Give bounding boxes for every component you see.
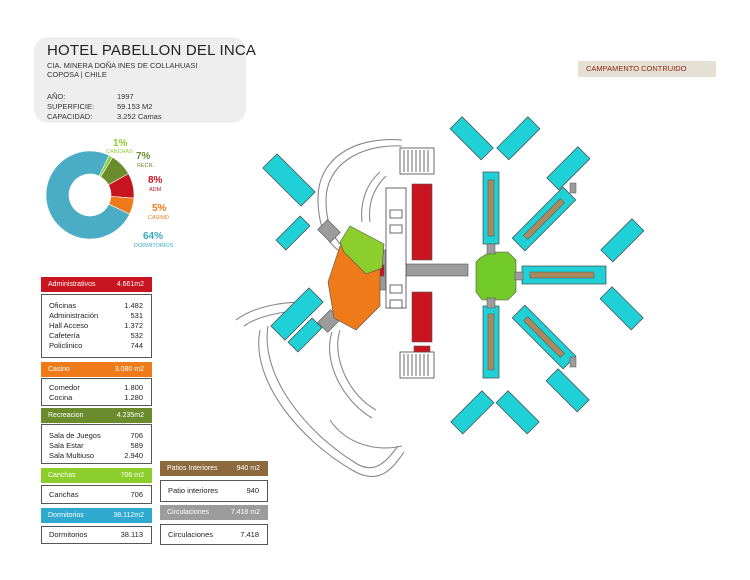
dormitorios-table: Dormitorios 38.113 [41, 526, 152, 544]
access-roads [235, 139, 405, 477]
administrativos-total: 4.661m2 [116, 281, 144, 288]
admin-block-south [411, 291, 433, 343]
wing-connectors [486, 182, 577, 368]
surface-label: SUPERFICIE: [47, 102, 95, 111]
dorm-arm-se [545, 368, 590, 413]
canchas-title: Canchas [48, 472, 76, 479]
dorm-arm-n1 [449, 116, 494, 161]
table-row: Dormitorios 38.113 [49, 530, 143, 539]
circulaciones-table: Circulaciones 7.418 [160, 524, 268, 545]
table-row: Canchas 706 [49, 490, 143, 499]
donut-slice-dormitorios [45, 150, 130, 240]
table-row: Hall Acceso 1.372 [49, 321, 143, 330]
slice-label-adm: ADM [149, 187, 162, 193]
year-label: AÑO: [47, 92, 66, 101]
recreacion-title: Recreacion [48, 412, 84, 419]
project-info-card [34, 37, 246, 123]
patios-title: Patios Interiores [167, 465, 218, 472]
service-block-north [399, 147, 435, 175]
recreation-building [339, 225, 385, 275]
dorm-wing-w1 [262, 153, 316, 207]
usage-donut-chart [45, 150, 135, 240]
table-row: Administración 531 [49, 311, 143, 320]
admin-block-north [411, 183, 433, 261]
slice-label-canchas: CANCHAS [106, 149, 133, 155]
table-row: Cocina 1.280 [49, 393, 143, 402]
slice-label-dormitorios-pct: 64% [143, 231, 164, 242]
slice-label-dormitorios: DORMITORIOS [134, 243, 174, 249]
category-tag: CAMPAMENTO CONTRUIDO [578, 61, 716, 77]
patios-total: 940 m2 [236, 465, 260, 472]
admin-annex [413, 345, 431, 353]
table-row: Cafetería 532 [49, 331, 143, 340]
table-row: Circulaciones 7.418 [168, 530, 259, 539]
dorm-arm-s2 [495, 390, 540, 435]
table-row: Policlinico 744 [49, 341, 143, 350]
casino-header: Casino 3.080 m2 [41, 362, 152, 377]
slice-label-recr: RECR. [137, 163, 155, 169]
company-name: CIA. MINERA DOÑA INES DE COLLAHUASI [47, 61, 198, 70]
patios-table: Patio interiores 940 [160, 480, 268, 502]
dorm-wing-w4 [287, 317, 323, 353]
capacity-value: 3.252 Camas [117, 112, 162, 121]
dormitorios-title: Dormitorios [48, 512, 84, 519]
slice-label-recr-pct: 7% [136, 151, 151, 162]
casino-total: 3.080 m2 [114, 366, 144, 373]
casino-table: Comedor 1.800 Cocina 1.280 [41, 378, 152, 406]
central-hub [475, 251, 517, 301]
location: COPOSA | CHILE [47, 70, 107, 79]
dorm-arm-e1 [600, 218, 645, 263]
service-block-south [399, 351, 435, 379]
table-row: Sala Estar 589 [49, 441, 143, 450]
dorm-arm-e2 [599, 286, 644, 331]
canchas-table: Canchas 706 [41, 485, 152, 504]
slice-label-canchas-pct: 1% [113, 138, 128, 149]
circulaciones-total: 7.418 m2 [230, 509, 260, 516]
surface-value: 59.153 M2 [117, 102, 153, 111]
table-row: Patio interiores 940 [168, 486, 259, 495]
administrativos-title: Administrativos [48, 281, 96, 288]
recreacion-table: Sala de Juegos 706 Sala Estar 589 Sala Mul… [41, 424, 152, 464]
project-title: HOTEL PABELLON DEL INCA [47, 42, 257, 59]
administrativos-table: Oficinas 1.482 Administración 531 Hall Acc… [41, 294, 152, 358]
casino-title: Casino [48, 366, 70, 373]
administrativos-header: Administrativos 4.661m2 [41, 277, 152, 292]
recreacion-total: 4.235m2 [116, 412, 144, 419]
dorm-wing-w2 [275, 215, 311, 251]
interior-patios [487, 179, 595, 371]
recreacion-header: Recreacion 4.235m2 [41, 408, 152, 423]
category-tag-label: CAMPAMENTO CONTRUIDO [586, 64, 687, 73]
corridor-link-nw [317, 219, 341, 243]
table-row: Oficinas 1.482 [49, 301, 143, 310]
dorm-arm-ne [546, 146, 591, 191]
capacity-label: CAPACIDAD: [47, 112, 93, 121]
year-value: 1997 [117, 92, 134, 101]
circulaciones-header: Circulaciones 7.418 m2 [160, 505, 268, 520]
slice-label-casino: CASINO [148, 215, 170, 221]
dormitorios-header: Dormitorios 38.112m2 [41, 508, 152, 523]
canchas-total: 706 m2 [120, 472, 144, 479]
dormitorios-total: 38.112m2 [113, 512, 144, 519]
dorm-wing-w3 [270, 287, 324, 341]
patios-header: Patios Interiores 940 m2 [160, 461, 268, 476]
table-row: Sala de Juegos 706 [49, 431, 143, 440]
slice-label-adm-pct: 8% [148, 175, 163, 186]
table-row: Comedor 1.800 [49, 383, 143, 392]
dorm-arm-s1 [450, 390, 495, 435]
dorm-arm-n2 [496, 116, 541, 161]
table-row: Sala Multiuso 2.940 [49, 451, 143, 460]
service-buildings [385, 147, 435, 379]
canchas-header: Canchas 706 m2 [41, 468, 152, 483]
circulaciones-title: Circulaciones [167, 509, 210, 516]
slice-label-casino-pct: 5% [152, 203, 167, 214]
